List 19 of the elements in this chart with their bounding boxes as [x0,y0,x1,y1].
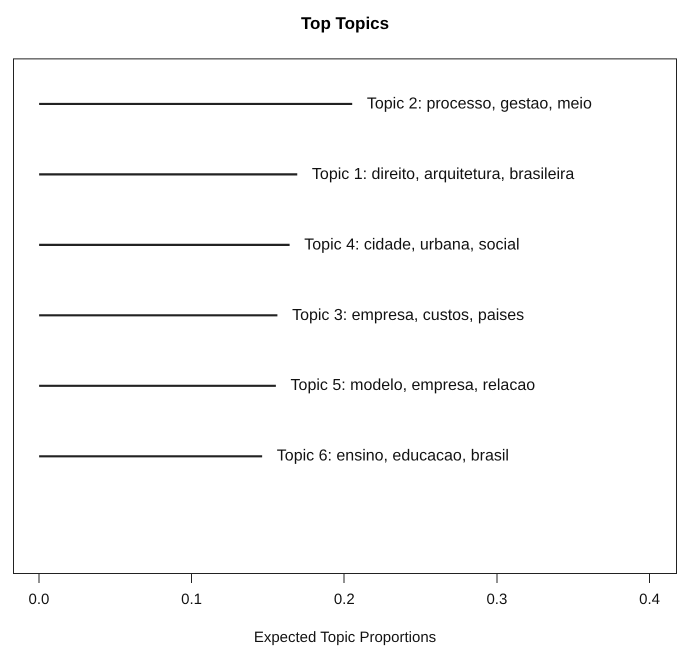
bar [39,314,278,316]
x-tick-label: 0.2 [334,591,355,608]
bar [39,102,352,105]
bar [39,455,262,458]
y-tick-label: Topic 1: direito, arquitetura, brasileira [312,166,574,183]
y-tick-label: Topic 2: processo, gestao, meio [366,95,592,112]
y-tick-label: Topic 3: empresa, custos, paises [292,306,524,324]
x-tick-label: 0.3 [486,591,508,608]
y-tick-label: Topic 4: cidade, urbana, social [304,236,520,254]
chart-title: Top Topics [300,14,390,33]
bar [39,384,276,387]
bar [39,244,290,246]
bar [39,173,298,176]
y-tick-label: Topic 6: ensino, educacao, brasil [276,448,509,465]
x-tick-label: 0.0 [28,591,50,608]
x-tick-label: 0.1 [181,591,202,608]
x-tick-label: 0.4 [639,591,660,608]
x-axis-title: Expected Topic Proportions [254,629,436,646]
y-tick-label: Topic 5: modelo, empresa, relacao [290,377,536,394]
